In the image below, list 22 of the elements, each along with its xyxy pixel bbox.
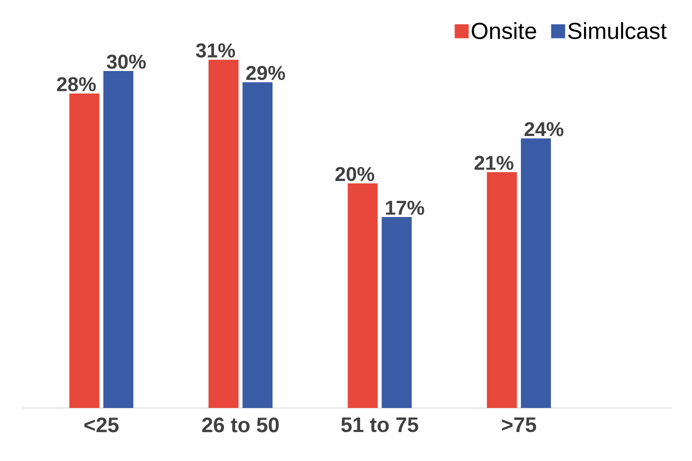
bar (520, 138, 551, 408)
x-tick-label: <25 (84, 418, 119, 432)
data-label: 24% (524, 122, 564, 136)
legend-label: Onsite (472, 22, 536, 40)
x-tick-label: >75 (502, 418, 536, 432)
bar (382, 217, 412, 408)
data-label: 28% (57, 77, 96, 92)
data-label: 29% (246, 66, 285, 80)
bar (486, 172, 517, 408)
data-label: 31% (196, 43, 235, 58)
legend-label: Simulcast (568, 22, 667, 40)
data-label: 20% (335, 166, 374, 182)
bar (348, 183, 378, 408)
data-label: 17% (386, 200, 424, 215)
x-tick-label: 26 to 50 (202, 418, 279, 432)
data-label: 30% (106, 54, 146, 69)
bar (103, 71, 134, 408)
bar (69, 93, 100, 408)
bar (242, 82, 273, 408)
data-label: 21% (474, 156, 514, 170)
x-tick-label: 51 to 75 (341, 418, 418, 432)
bar (208, 60, 239, 408)
